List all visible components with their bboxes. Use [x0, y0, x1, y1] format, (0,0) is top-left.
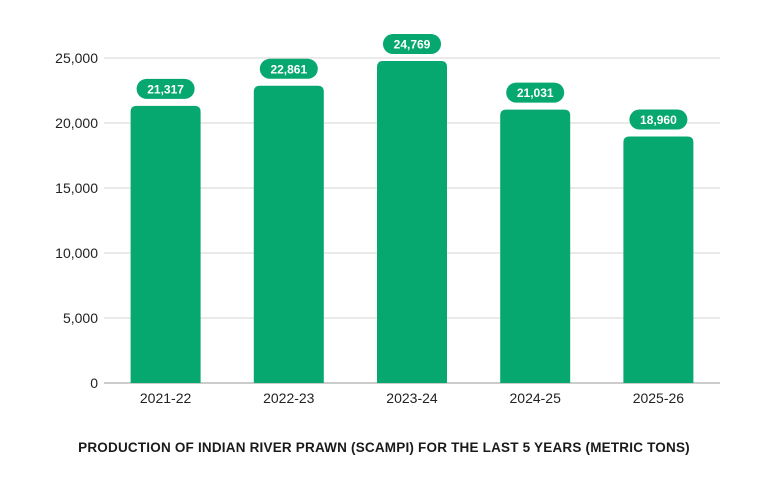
bar — [377, 61, 447, 384]
data-label: 21,317 — [147, 82, 184, 96]
data-label: 18,960 — [640, 113, 677, 127]
bar — [130, 105, 201, 383]
data-label-pill — [259, 58, 318, 79]
bar — [500, 109, 571, 384]
data-label-pill — [383, 34, 441, 55]
bar — [623, 136, 694, 383]
data-label-pill — [629, 109, 688, 130]
data-label-pill — [136, 78, 195, 99]
x-tick-label: 2022-23 — [263, 390, 315, 406]
x-tick-label: 2021-22 — [140, 390, 192, 406]
data-label: 21,031 — [517, 86, 554, 100]
data-label: 24,769 — [394, 38, 431, 52]
chart-title: PRODUCTION OF INDIAN RIVER PRAWN (SCAMPI… — [78, 440, 690, 455]
x-tick-label: 2024-25 — [510, 390, 562, 406]
y-tick-label: 15,000 — [55, 180, 98, 196]
x-tick-label: 2025-26 — [633, 390, 685, 406]
data-label: 22,861 — [270, 62, 307, 76]
y-tick-label: 25,000 — [55, 50, 98, 66]
y-tick-label: 5,000 — [63, 310, 98, 326]
bar — [253, 85, 324, 383]
data-label-pill — [506, 82, 565, 103]
y-tick-label: 0 — [90, 375, 98, 391]
y-tick-label: 20,000 — [55, 115, 98, 131]
y-tick-label: 10,000 — [55, 245, 98, 261]
x-tick-label: 2023-24 — [386, 390, 438, 406]
